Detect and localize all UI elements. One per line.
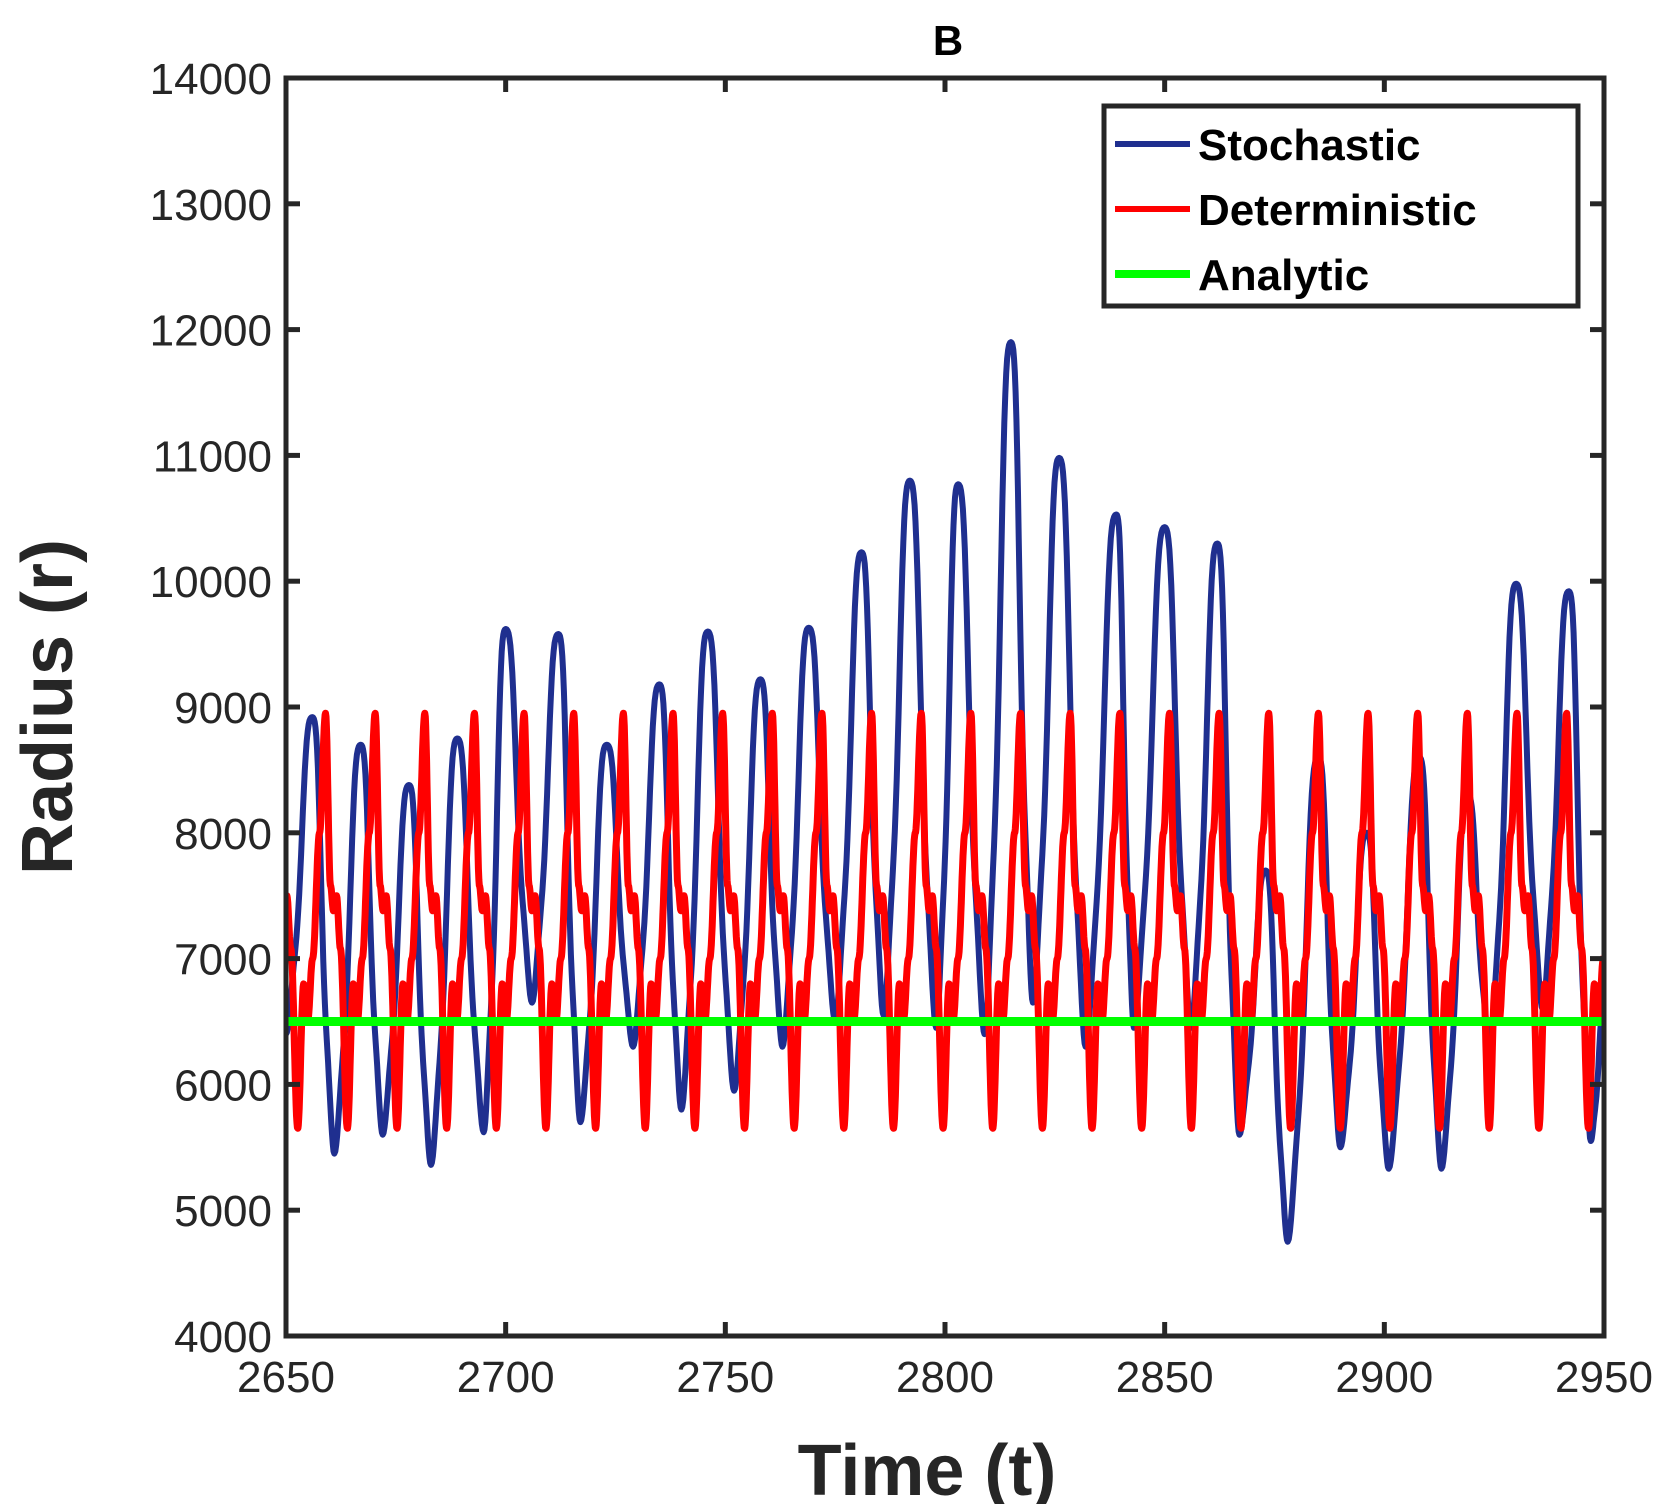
x-tick-label: 2950 [1555, 1353, 1653, 1402]
x-tick-label: 2750 [676, 1353, 774, 1402]
plot-area [286, 339, 1604, 1245]
x-axis-label: Time (t) [798, 1431, 1057, 1504]
y-tick-label: 7000 [174, 936, 272, 985]
y-tick-label: 8000 [174, 810, 272, 859]
x-tick-label: 2650 [237, 1353, 335, 1402]
x-tick-label: 2700 [457, 1353, 555, 1402]
legend: Stochastic Deterministic Analytic [1101, 103, 1581, 309]
chart-title: B [933, 17, 963, 64]
y-tick-label: 11000 [153, 432, 272, 481]
y-tick-label: 9000 [174, 684, 272, 733]
legend-label-stochastic: Stochastic [1198, 121, 1421, 170]
legend-label-analytic: Analytic [1198, 251, 1369, 300]
y-tick-label: 13000 [150, 181, 272, 230]
y-tick-label: 4000 [174, 1313, 272, 1362]
series-stochastic-line [286, 339, 1604, 1245]
legend-label-deterministic: Deterministic [1198, 186, 1477, 235]
y-tick-label: 6000 [174, 1061, 272, 1110]
y-tick-label: 14000 [150, 55, 272, 104]
x-axis: 2650 2700 2750 2800 2850 2900 2950 [237, 78, 1653, 1402]
x-tick-label: 2850 [1116, 1353, 1214, 1402]
y-tick-label: 12000 [150, 307, 272, 356]
y-tick-label: 5000 [174, 1187, 272, 1236]
y-axis: 4000 5000 6000 7000 8000 9000 10000 11000 12000 1… [150, 55, 1604, 1362]
y-axis-label: Radius (r) [8, 539, 88, 875]
y-tick-label: 10000 [150, 558, 272, 607]
x-tick-label: 2800 [896, 1353, 994, 1402]
x-tick-label: 2900 [1335, 1353, 1433, 1402]
